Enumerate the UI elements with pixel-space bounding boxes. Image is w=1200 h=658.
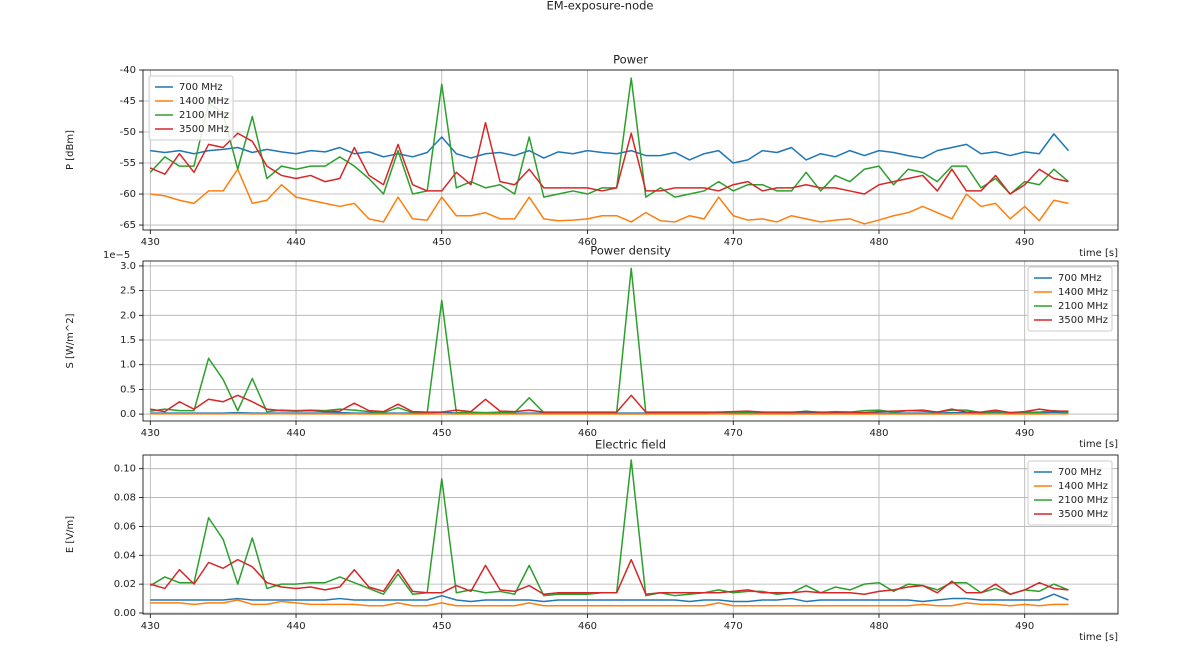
- y-tick-label: -45: [120, 96, 136, 107]
- plot-frame: [142, 454, 1119, 615]
- y-tick-label: 0.06: [114, 521, 136, 532]
- series-line: [150, 394, 1069, 414]
- x-tick-label: 490: [1015, 237, 1034, 248]
- legend-label: 700 MHz: [179, 82, 223, 93]
- y-tick-label: 0.00: [114, 608, 136, 619]
- legend-label: 1400 MHz: [1058, 287, 1108, 298]
- x-axis-label: time [s]: [1079, 632, 1118, 643]
- y-offset-label: 1e−5: [103, 250, 130, 261]
- y-tick-label: 2.0: [120, 310, 136, 321]
- x-tick-label: 450: [432, 428, 451, 439]
- y-tick-label: 0.5: [120, 384, 136, 395]
- x-tick-label: 450: [432, 237, 451, 248]
- series-line: [150, 168, 1069, 225]
- x-tick-label: 490: [1015, 428, 1034, 439]
- legend-label: 1400 MHz: [179, 96, 229, 107]
- x-axis-label: time [s]: [1079, 439, 1118, 450]
- x-tick-label: 440: [286, 237, 305, 248]
- legend: 700 MHz 1400 MHz 2100 MHz 3500 MHz: [1027, 460, 1113, 526]
- y-tick-label: 0.08: [114, 493, 136, 504]
- y-tick-label: -60: [120, 189, 136, 200]
- x-tick-label: 460: [578, 428, 597, 439]
- x-tick-label: 450: [432, 621, 451, 632]
- y-tick-label: 2.5: [120, 286, 136, 297]
- y-axis-label: S [W/m^2]: [65, 313, 76, 368]
- x-tick-label: 470: [724, 621, 743, 632]
- legend: 700 MHz 1400 MHz 2100 MHz 3500 MHz: [1027, 266, 1113, 332]
- y-tick-label: -55: [120, 158, 136, 169]
- legend-label: 3500 MHz: [1058, 509, 1108, 520]
- legend: 700 MHz 1400 MHz 2100 MHz 3500 MHz: [148, 75, 234, 141]
- series-line: [150, 593, 1069, 603]
- x-tick-label: 470: [724, 237, 743, 248]
- series-line: [150, 558, 1069, 595]
- y-tick-label: 0.0: [120, 409, 136, 420]
- x-tick-label: 460: [578, 621, 597, 632]
- series-line: [150, 133, 1070, 164]
- y-tick-label: 1.5: [120, 335, 136, 346]
- x-tick-label: 430: [141, 237, 160, 248]
- series-line: [150, 599, 1069, 607]
- series-line: [149, 121, 1069, 195]
- x-tick-label: 430: [141, 621, 160, 632]
- x-tick-label: 460: [578, 237, 597, 248]
- y-tick-label: 0.04: [114, 550, 136, 561]
- x-tick-label: 480: [869, 237, 888, 248]
- y-axis-label: E [V/m]: [65, 516, 76, 553]
- legend-box: [1027, 460, 1113, 526]
- legend-label: 700 MHz: [1058, 467, 1102, 478]
- x-tick-label: 430: [141, 428, 160, 439]
- legend-label: 1400 MHz: [1058, 481, 1108, 492]
- chart-title: Power density: [590, 244, 671, 258]
- x-tick-label: 440: [286, 621, 305, 632]
- x-tick-label: 470: [724, 428, 743, 439]
- y-tick-label: 3.0: [120, 261, 136, 272]
- y-tick-label: -65: [120, 220, 136, 231]
- chart-title: Power: [613, 53, 648, 67]
- y-tick-label: 1.0: [120, 360, 136, 371]
- x-axis-label: time [s]: [1079, 248, 1118, 259]
- y-tick-label: 0.10: [114, 464, 136, 475]
- legend-label: 700 MHz: [1058, 273, 1102, 284]
- figure-title: EM-exposure-node: [546, 0, 653, 13]
- legend-box: [1027, 266, 1113, 332]
- y-tick-label: -40: [120, 65, 136, 76]
- legend-label: 3500 MHz: [179, 124, 229, 135]
- legend-label: 2100 MHz: [1058, 495, 1108, 506]
- y-tick-label: -50: [120, 127, 136, 138]
- y-tick-label: 0.02: [114, 579, 136, 590]
- y-axis-label: P [dBm]: [65, 130, 76, 170]
- plot-frame: [142, 69, 1119, 231]
- plot-frame: [142, 260, 1119, 422]
- legend-label: 3500 MHz: [1058, 315, 1108, 326]
- x-tick-label: 480: [869, 621, 888, 632]
- x-tick-label: 490: [1015, 621, 1034, 632]
- chart-title: Electric field: [595, 438, 666, 452]
- x-tick-label: 480: [869, 428, 888, 439]
- series-line: [149, 77, 1069, 198]
- x-tick-label: 440: [286, 428, 305, 439]
- legend-label: 2100 MHz: [1058, 301, 1108, 312]
- legend-box: [148, 75, 234, 141]
- legend-label: 2100 MHz: [179, 110, 229, 121]
